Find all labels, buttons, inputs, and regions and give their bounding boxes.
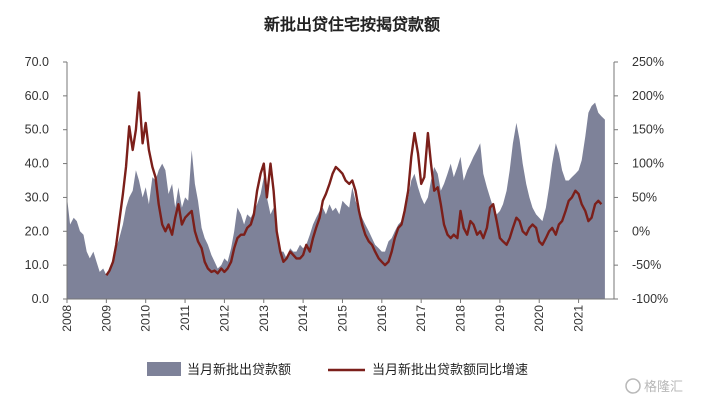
watermark-logo-icon bbox=[625, 378, 641, 394]
left-tick-label: 0.0 bbox=[32, 292, 49, 306]
right-tick-label: -100% bbox=[632, 292, 668, 306]
right-tick-label: 250% bbox=[632, 55, 664, 69]
x-tick-label: 2015 bbox=[335, 305, 349, 332]
x-tick-label: 2012 bbox=[217, 305, 231, 332]
legend-line-label: 当月新批出贷款额同比增速 bbox=[372, 362, 528, 378]
legend-area-swatch bbox=[147, 362, 181, 376]
x-tick-label: 2020 bbox=[532, 305, 546, 332]
legend: 当月新批出贷款额 当月新批出贷款额同比增速 bbox=[147, 362, 528, 378]
left-tick-label: 70.0 bbox=[25, 55, 49, 69]
right-tick-label: 50% bbox=[632, 190, 657, 204]
legend-area-label: 当月新批出贷款额 bbox=[187, 362, 291, 378]
left-tick-label: 40.0 bbox=[25, 157, 49, 171]
line-series-yoy-growth bbox=[105, 91, 603, 276]
left-tick-label: 50.0 bbox=[25, 123, 49, 137]
left-tick-label: 30.0 bbox=[25, 190, 49, 204]
right-tick-label: -50% bbox=[632, 258, 661, 272]
x-tick-label: 2014 bbox=[296, 305, 310, 332]
x-tick-label: 2010 bbox=[139, 305, 153, 332]
x-tick-label: 2018 bbox=[454, 305, 468, 332]
x-tick-label: 2016 bbox=[375, 305, 389, 332]
left-tick-label: 20.0 bbox=[25, 224, 49, 238]
watermark: 格隆汇 bbox=[625, 378, 683, 395]
right-tick-label: 100% bbox=[632, 157, 664, 171]
right-tick-label: 150% bbox=[632, 123, 664, 137]
x-tick-label: 2019 bbox=[493, 305, 507, 332]
left-tick-label: 60.0 bbox=[25, 89, 49, 103]
chart-title: 新批出贷住宅按揭贷款额 bbox=[264, 15, 440, 34]
right-tick-label: 200% bbox=[632, 89, 664, 103]
x-tick-label: 2013 bbox=[257, 305, 271, 332]
x-tick-label: 2009 bbox=[99, 305, 113, 332]
x-tick-label: 2011 bbox=[178, 305, 192, 331]
right-tick-label: 0% bbox=[632, 224, 650, 238]
watermark-text: 格隆汇 bbox=[644, 379, 683, 395]
x-tick-label: 2017 bbox=[414, 305, 428, 332]
left-tick-label: 10.0 bbox=[25, 258, 49, 272]
x-tick-label: 2021 bbox=[572, 305, 586, 332]
x-tick-label: 2008 bbox=[60, 305, 74, 332]
